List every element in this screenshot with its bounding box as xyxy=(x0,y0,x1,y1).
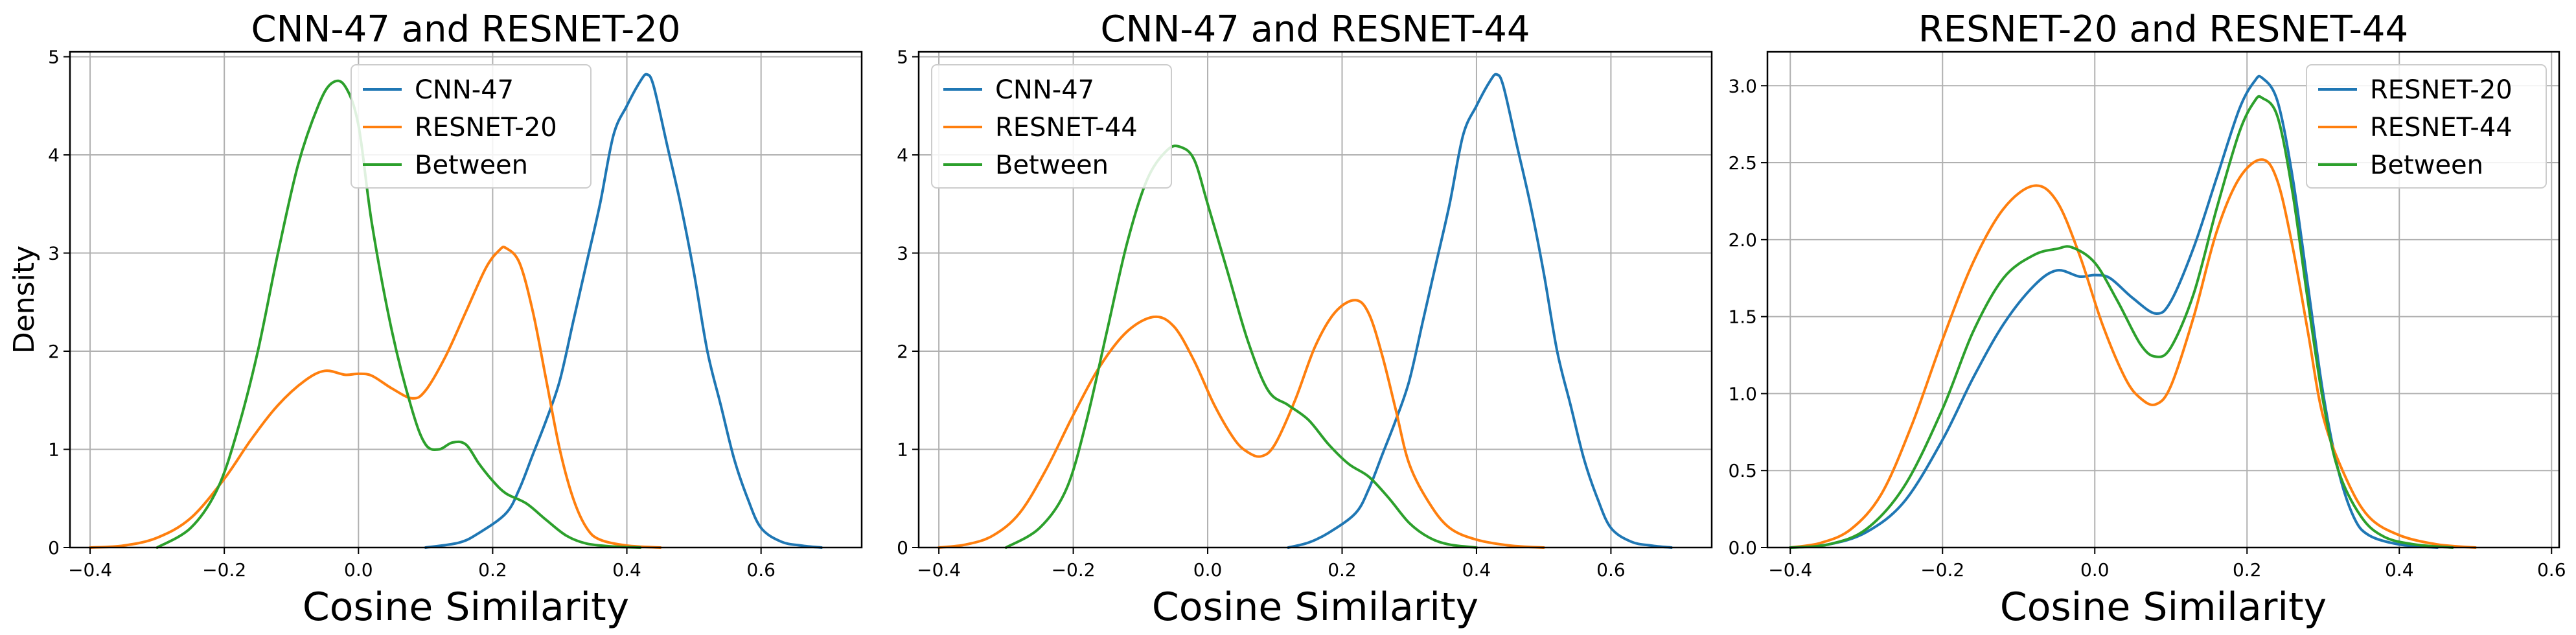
legend: CNN-47 RESNET-44 Between xyxy=(931,64,1172,189)
legend-label: RESNET-44 xyxy=(995,113,1138,143)
y-tick-label: 2 xyxy=(48,341,60,362)
legend-label: RESNET-44 xyxy=(2370,113,2513,143)
legend-label: RESNET-20 xyxy=(415,113,557,143)
x-tick-label: 0.0 xyxy=(2080,559,2110,581)
y-tick-label: 2 xyxy=(897,341,908,362)
x-tick-label: 0.4 xyxy=(1462,559,1491,581)
x-tick-label: −0.2 xyxy=(202,559,246,581)
series-line-resnet-20 xyxy=(89,246,662,549)
axes-frame xyxy=(917,51,1713,549)
axes-frame xyxy=(1766,51,2560,549)
y-tick-label: 4 xyxy=(48,144,60,166)
legend-label: CNN-47 xyxy=(415,75,514,105)
x-tick-label: −0.4 xyxy=(68,559,112,581)
y-tick-label: 0.0 xyxy=(1728,537,1757,559)
y-tick-label: 0 xyxy=(48,537,60,559)
series-line-between xyxy=(1789,95,2454,549)
y-tick-label: 1.5 xyxy=(1728,306,1757,328)
x-tick-label: 0.6 xyxy=(1596,559,1626,581)
legend: RESNET-20 RESNET-44 Between xyxy=(2306,64,2547,189)
x-axis-label: Cosine Similarity xyxy=(1152,584,1478,630)
legend-label: Between xyxy=(995,150,1109,180)
chart-panel-3: −0.4 −0.2 0.0 0.2 0.4 0.6 0.0 0.5 1.0 1.5 2.0 2.5 3.… xyxy=(1728,8,2566,630)
series-line-resnet-44 xyxy=(937,299,1545,549)
x-tick-label: 0.6 xyxy=(2537,559,2566,581)
series-line-resnet-44 xyxy=(1789,158,2477,549)
chart-title: CNN-47 and RESNET-20 xyxy=(251,8,681,51)
x-tick-label: 0.4 xyxy=(612,559,641,581)
y-tick-label: 2.0 xyxy=(1728,229,1757,251)
legend-box xyxy=(2306,64,2547,189)
y-tick-label: 5 xyxy=(48,47,60,68)
x-tick-label: −0.2 xyxy=(1920,559,1964,581)
y-tick-label: 3 xyxy=(48,243,60,264)
chart-panel-2: −0.4 −0.2 0.0 0.2 0.4 0.6 0 1 2 3 4 5 CNN-47 and RES… xyxy=(897,8,1713,630)
legend-label: RESNET-20 xyxy=(2370,75,2513,105)
y-tick-label: 3.0 xyxy=(1728,75,1757,97)
x-tick-label: 0.4 xyxy=(2385,559,2414,581)
y-tick-label: 1 xyxy=(897,439,908,461)
y-tick-label: 4 xyxy=(897,144,908,166)
axes-frame xyxy=(69,51,863,549)
legend: CNN-47 RESNET-20 Between xyxy=(351,64,592,189)
x-tick-label: −0.4 xyxy=(1768,559,1812,581)
legend-label: Between xyxy=(415,150,528,180)
x-tick-label: −0.4 xyxy=(917,559,961,581)
x-tick-label: 0.6 xyxy=(746,559,776,581)
y-tick-label: 0 xyxy=(897,537,908,559)
y-axis-label: Density xyxy=(8,246,41,354)
series-line-cnn-47 xyxy=(424,73,823,549)
x-axis-label: Cosine Similarity xyxy=(303,584,629,630)
chart-panel-1: −0.4 −0.2 0.0 0.2 0.4 0.6 0 1 2 3 4 5 CNN-47 and RES… xyxy=(8,8,863,630)
legend-label: CNN-47 xyxy=(995,75,1094,105)
x-axis-label: Cosine Similarity xyxy=(2000,584,2327,630)
chart-title: RESNET-20 and RESNET-44 xyxy=(1918,8,2408,51)
y-tick-label: 1 xyxy=(48,439,60,461)
x-tick-label: 0.2 xyxy=(1328,559,1357,581)
x-tick-label: −0.2 xyxy=(1052,559,1096,581)
x-tick-label: 0.0 xyxy=(1193,559,1223,581)
x-tick-label: 0.0 xyxy=(344,559,373,581)
y-tick-label: 3 xyxy=(897,243,908,264)
x-tick-label: 0.2 xyxy=(478,559,507,581)
series-line-between xyxy=(1004,144,1478,549)
y-tick-label: 1.0 xyxy=(1728,383,1757,404)
y-tick-label: 0.5 xyxy=(1728,460,1757,481)
y-tick-label: 5 xyxy=(897,47,908,68)
chart-title: CNN-47 and RESNET-44 xyxy=(1101,8,1530,51)
y-tick-label: 2.5 xyxy=(1728,152,1757,174)
x-tick-label: 0.2 xyxy=(2233,559,2262,581)
series-line-cnn-47 xyxy=(1287,73,1673,549)
legend-label: Between xyxy=(2370,150,2483,180)
legend-box xyxy=(931,64,1172,189)
legend-box xyxy=(351,64,592,189)
series-line-between xyxy=(155,79,642,549)
